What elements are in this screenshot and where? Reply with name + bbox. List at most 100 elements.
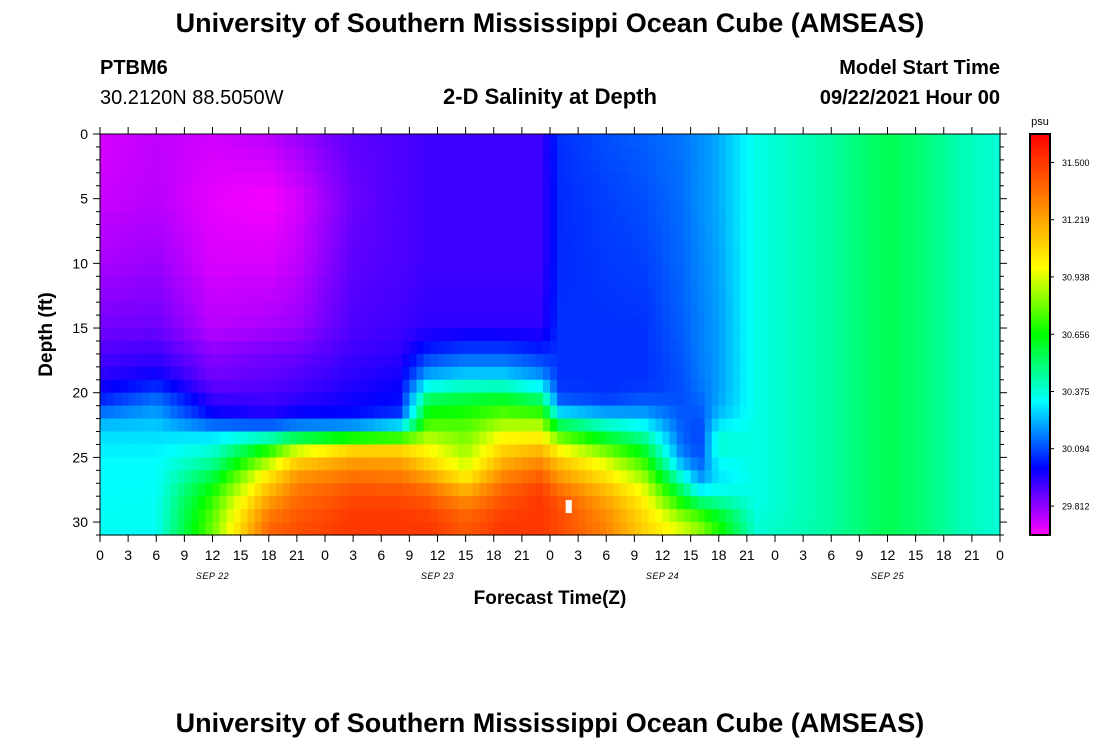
heatmap-cell [915,185,924,200]
heatmap-cell [142,250,150,264]
heatmap-cell [198,159,207,174]
heatmap-cell [936,483,945,497]
heatmap-cell [289,353,298,368]
heatmap-cell [936,392,945,407]
heatmap-cell [578,340,586,355]
heatmap-cell [690,159,699,174]
heatmap-cell [325,198,333,213]
heatmap-cell [943,431,952,446]
heatmap-cell [416,276,425,290]
heatmap-cell [782,289,790,303]
heatmap-cell [177,366,185,381]
heatmap-cell [908,237,917,252]
heatmap-cell [472,496,481,510]
heatmap-cell [704,366,713,381]
heatmap-cell [107,379,115,394]
heatmap-cell [332,379,340,394]
heatmap-cell [535,289,544,303]
heatmap-cell [767,457,776,471]
heatmap-cell [296,302,305,316]
heatmap-cell [409,211,418,226]
heatmap-cell [226,250,235,264]
heatmap-cell [360,457,368,471]
heatmap-cell [226,224,235,239]
heatmap-cell [852,289,860,303]
heatmap-cell [922,250,931,264]
heatmap-cell [578,392,586,407]
heatmap-cell [493,366,502,381]
heatmap-cell [585,340,593,355]
heatmap-cell [697,418,706,433]
heatmap-cell [599,315,607,329]
heatmap-cell [845,522,853,536]
heatmap-cell [479,185,488,200]
heatmap-cell [992,159,1001,174]
colorbar-gradient [1029,133,1051,536]
heatmap-cell [521,470,530,484]
heatmap-cell [838,392,846,407]
heatmap-cell [142,198,150,213]
heatmap-cell [571,379,579,394]
heatmap-cell [346,483,354,497]
heatmap-cell [205,185,214,200]
heatmap-cell [198,509,207,523]
heatmap-cell [296,250,305,264]
heatmap-cell [135,172,143,187]
heatmap-cell [528,315,537,329]
heatmap-cell [725,289,734,303]
heatmap-cell [592,289,600,303]
heatmap-cell [114,328,122,342]
heatmap-cell [746,146,755,161]
heatmap-cell [704,315,713,329]
heatmap-cell [128,159,136,174]
heatmap-cell [149,522,157,536]
heatmap-cell [711,211,720,226]
heatmap-cell [437,470,446,484]
heatmap-cell [542,496,551,510]
heatmap-cell [753,276,762,290]
heatmap-cell [198,263,207,277]
heatmap-cell [880,276,889,290]
heatmap-cell [381,172,389,187]
heatmap-cell [894,302,903,316]
x-tick-label: 15 [458,547,474,563]
heatmap-cell [177,418,185,433]
heatmap-cell [191,496,200,510]
heatmap-cell [873,211,882,226]
heatmap-cell [219,392,228,407]
heatmap-cell [662,263,671,277]
heatmap-cell [528,522,537,536]
heatmap-cell [810,134,818,148]
heatmap-cell [803,211,811,226]
heatmap-cell [289,302,298,316]
heatmap-cell [317,405,326,420]
heatmap-cell [662,353,671,368]
heatmap-cell [339,134,347,148]
heatmap-cell [901,250,910,264]
heatmap-cell [535,276,544,290]
heatmap-cell [191,263,200,277]
heatmap-cell [564,509,572,523]
heatmap-cell [437,379,446,394]
heatmap-cell [971,392,980,407]
heatmap-cell [128,457,136,471]
heatmap-cell [557,431,565,446]
heatmap-cell [514,185,523,200]
heatmap-cell [760,198,769,213]
heatmap-cell [317,224,326,239]
heatmap-cell [978,302,987,316]
x-tick-label: 15 [233,547,249,563]
heatmap-cell [367,263,375,277]
heatmap-cell [472,405,481,420]
heatmap-cell [775,185,783,200]
heatmap-cell [282,431,291,446]
heatmap-cell [943,224,952,239]
heatmap-cell [782,224,790,239]
heatmap-cell [915,289,924,303]
heatmap-cell [240,250,249,264]
heatmap-cell [775,302,783,316]
heatmap-cell [339,276,347,290]
heatmap-cell [697,431,706,446]
heatmap-cell [100,328,108,342]
heatmap-cell [859,366,868,381]
